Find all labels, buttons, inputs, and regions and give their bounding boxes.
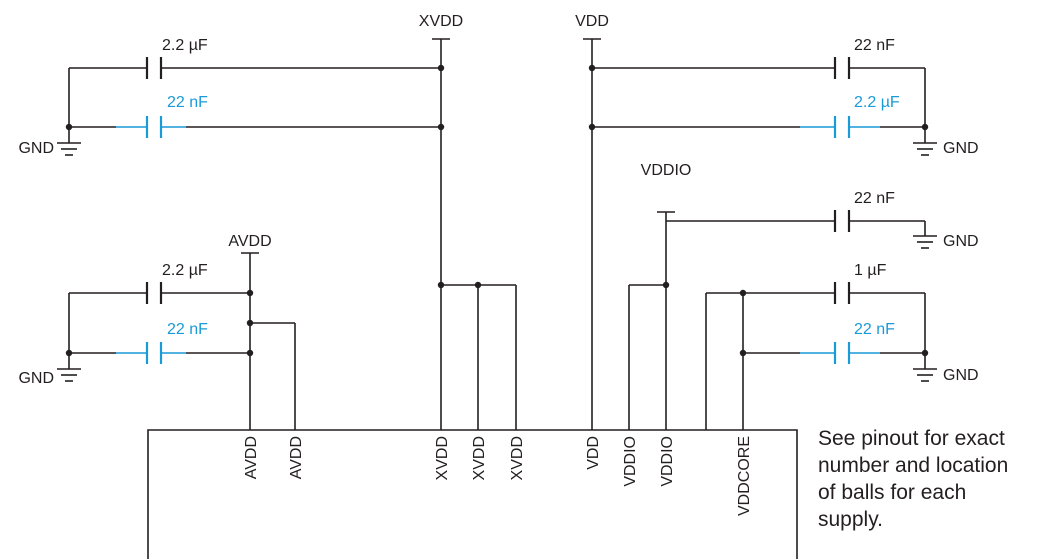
gnd-label-avdd: GND [18,370,54,387]
pinout-note: See pinout for exact number and location… [818,425,1038,533]
gnd-label-vddcore: GND [943,367,979,384]
note-line: of balls for each [818,481,967,504]
avdd-cap-top-label: 2.2 µF [162,262,208,279]
pin-label: XVDD [434,436,451,480]
vddio-rail: VDDIO 22 nF GND [628,162,979,430]
pin-label: VDDIO [659,436,676,487]
vdd-label: VDD [575,13,609,30]
vddio-cap-label: 22 nF [854,190,895,207]
vddcore-cap-bottom-label: 22 nF [854,321,895,338]
pin-label: VDDCORE [736,436,753,516]
pin-label: VDDIO [622,436,639,487]
vddio-label: VDDIO [641,162,692,179]
avdd-rail: AVDD 2.2 µF 22 nF GND [18,233,296,430]
avdd-label: AVDD [228,233,271,250]
note-line: number and location [818,454,1009,477]
avdd-cap-bottom-label: 22 nF [167,321,208,338]
pin-label: AVDD [243,436,260,479]
vddcore-cap-top-label: 1 µF [854,262,887,279]
note-line: supply. [818,508,883,531]
chip-outline [147,429,798,559]
pin-label: AVDD [288,436,305,479]
vdd-cap-bottom-label: 2.2 µF [854,94,900,111]
note-line: See pinout for exact [818,427,1005,450]
xvdd-cap-top-label: 2.2 µF [162,37,208,54]
pin-label: XVDD [509,436,526,480]
gnd-label-vddio: GND [943,233,979,250]
gnd-label-xvdd: GND [18,140,54,157]
xvdd-cap-bottom-label: 22 nF [167,94,208,111]
vdd-cap-top-label: 22 nF [854,37,895,54]
vddcore-net: 1 µF 22 nF GND [705,262,979,430]
xvdd-rail: XVDD 2.2 µF 22 nF GND [18,13,517,430]
chip-pin-labels: AVDD AVDD XVDD XVDD XVDD VDD VDDIO VDDIO… [243,436,753,516]
vdd-rail: VDD 22 nF 2.2 µF GND [575,13,979,430]
pin-label: XVDD [471,436,488,480]
xvdd-label: XVDD [419,13,463,30]
pin-label: VDD [585,436,602,470]
gnd-label-vdd: GND [943,140,979,157]
